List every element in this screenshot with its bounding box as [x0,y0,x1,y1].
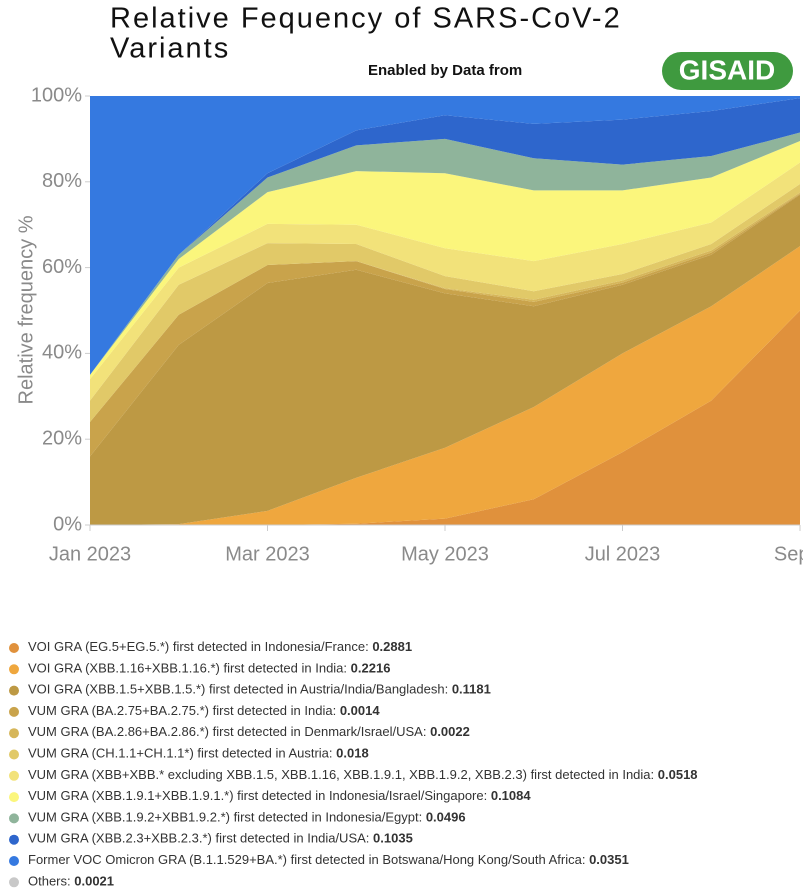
legend-swatch [9,856,19,866]
legend-name: Others: [28,874,71,889]
x-tick-label: Jul 2023 [585,543,661,565]
area [90,246,800,525]
legend-share: 0.0518 [658,767,698,782]
x-tick-label: May 2023 [401,543,489,565]
chart-title-line: Variants [110,33,230,65]
legend-share: 0.0351 [589,852,629,867]
x-tick-label: Sep 2 [774,543,803,565]
legend-entry: Others: 0.0021 [28,874,114,889]
area [90,194,800,526]
legend-swatch [9,643,19,653]
legend-swatch [9,770,19,781]
legend-share: 0.0021 [74,874,114,889]
legend-name: VUM GRA (BA.2.75+BA.2.75.*) first detect… [28,703,336,718]
legend-share: 0.018 [336,746,369,761]
area [90,132,800,375]
logo-badge [662,52,793,90]
legend-swatch [9,685,19,696]
chart-title-line: Relative Fequency of SARS-CoV-2 [110,3,622,35]
legend-share: 0.1181 [452,682,491,697]
area [90,141,800,380]
legend-swatch [9,664,19,675]
legend-share: 0.2881 [372,639,412,654]
legend-name: VUM GRA (BA.2.86+BA.2.86.*) first detect… [28,725,426,740]
legend-name: VUM GRA (CH.1.1+CH.1.1*) first detected … [28,746,333,761]
y-tick-label: 100% [31,84,82,106]
y-axis-label: Relative frequency % [15,215,37,404]
x-tick-label: Mar 2023 [225,543,310,565]
legend-name: Former VOC Omicron GRA (B.1.1.529+BA.*) … [28,852,585,867]
legend-name: VOI GRA (EG.5+EG.5.*) first detected in … [28,639,369,654]
y-tick-label: 20% [42,427,82,449]
legend-entry: VUM GRA (BA.2.75+BA.2.75.*) first detect… [28,703,380,718]
legend-share: 0.0014 [340,703,381,718]
area [90,98,800,375]
legend-share: 0.1084 [491,789,532,804]
legend-name: VUM GRA (XBB.1.9.2+XBB1.9.2.*) first det… [28,810,422,825]
legend-entry: Former VOC Omicron GRA (B.1.1.529+BA.*) … [28,852,629,867]
legend-share: 0.1035 [373,831,413,846]
area [90,310,800,525]
legend-name: VUM GRA (XBB+XBB.* excluding XBB.1.5, XB… [28,767,654,782]
legend-swatch [9,749,19,760]
logo-text: GISAID [679,54,775,85]
legend-swatch [9,706,19,717]
legend-entry: VUM GRA (CH.1.1+CH.1.1*) first detected … [28,746,369,761]
legend-name: VUM GRA (XBB.2.3+XBB.2.3.*) first detect… [28,831,369,846]
legend-entry: VUM GRA (BA.2.86+BA.2.86.*) first detect… [28,725,470,740]
legend-entry: VOI GRA (XBB.1.5+XBB.1.5.*) first detect… [28,682,491,697]
legend-name: VOI GRA (XBB.1.5+XBB.1.5.*) first detect… [28,682,448,697]
legend-name: VOI GRA (XBB.1.16+XBB.1.16.*) first dete… [28,661,347,676]
legend-entry: VUM GRA (XBB.2.3+XBB.2.3.*) first detect… [28,831,413,846]
y-tick-label: 0% [53,513,82,535]
y-tick-label: 60% [42,256,82,278]
legend-share: 0.0496 [426,810,466,825]
legend-swatch [9,728,19,739]
legend-swatch [9,813,19,824]
subtitle: Enabled by Data from [368,62,522,79]
legend-swatch [9,834,19,845]
legend-entry: VUM GRA (XBB.1.9.1+XBB.1.9.1.*) first de… [28,789,531,804]
legend-entry: VUM GRA (XBB.1.9.2+XBB1.9.2.*) first det… [28,810,466,825]
legend-entry: VOI GRA (EG.5+EG.5.*) first detected in … [28,639,412,654]
y-tick-label: 40% [42,342,82,364]
legend-share: 0.0022 [430,725,470,740]
legend-share: 0.2216 [351,661,391,676]
legend-entry: VUM GRA (XBB+XBB.* excluding XBB.1.5, XB… [28,767,698,782]
legend-swatch [9,877,19,888]
y-tick-label: 80% [42,170,82,192]
x-tick-label: Jan 2023 [49,543,131,565]
area [90,183,800,423]
legend-entry: VOI GRA (XBB.1.16+XBB.1.16.*) first dete… [28,661,390,676]
legend-name: VUM GRA (XBB.1.9.1+XBB.1.9.1.*) first de… [28,789,487,804]
area [90,96,800,375]
legend-swatch [9,792,19,803]
